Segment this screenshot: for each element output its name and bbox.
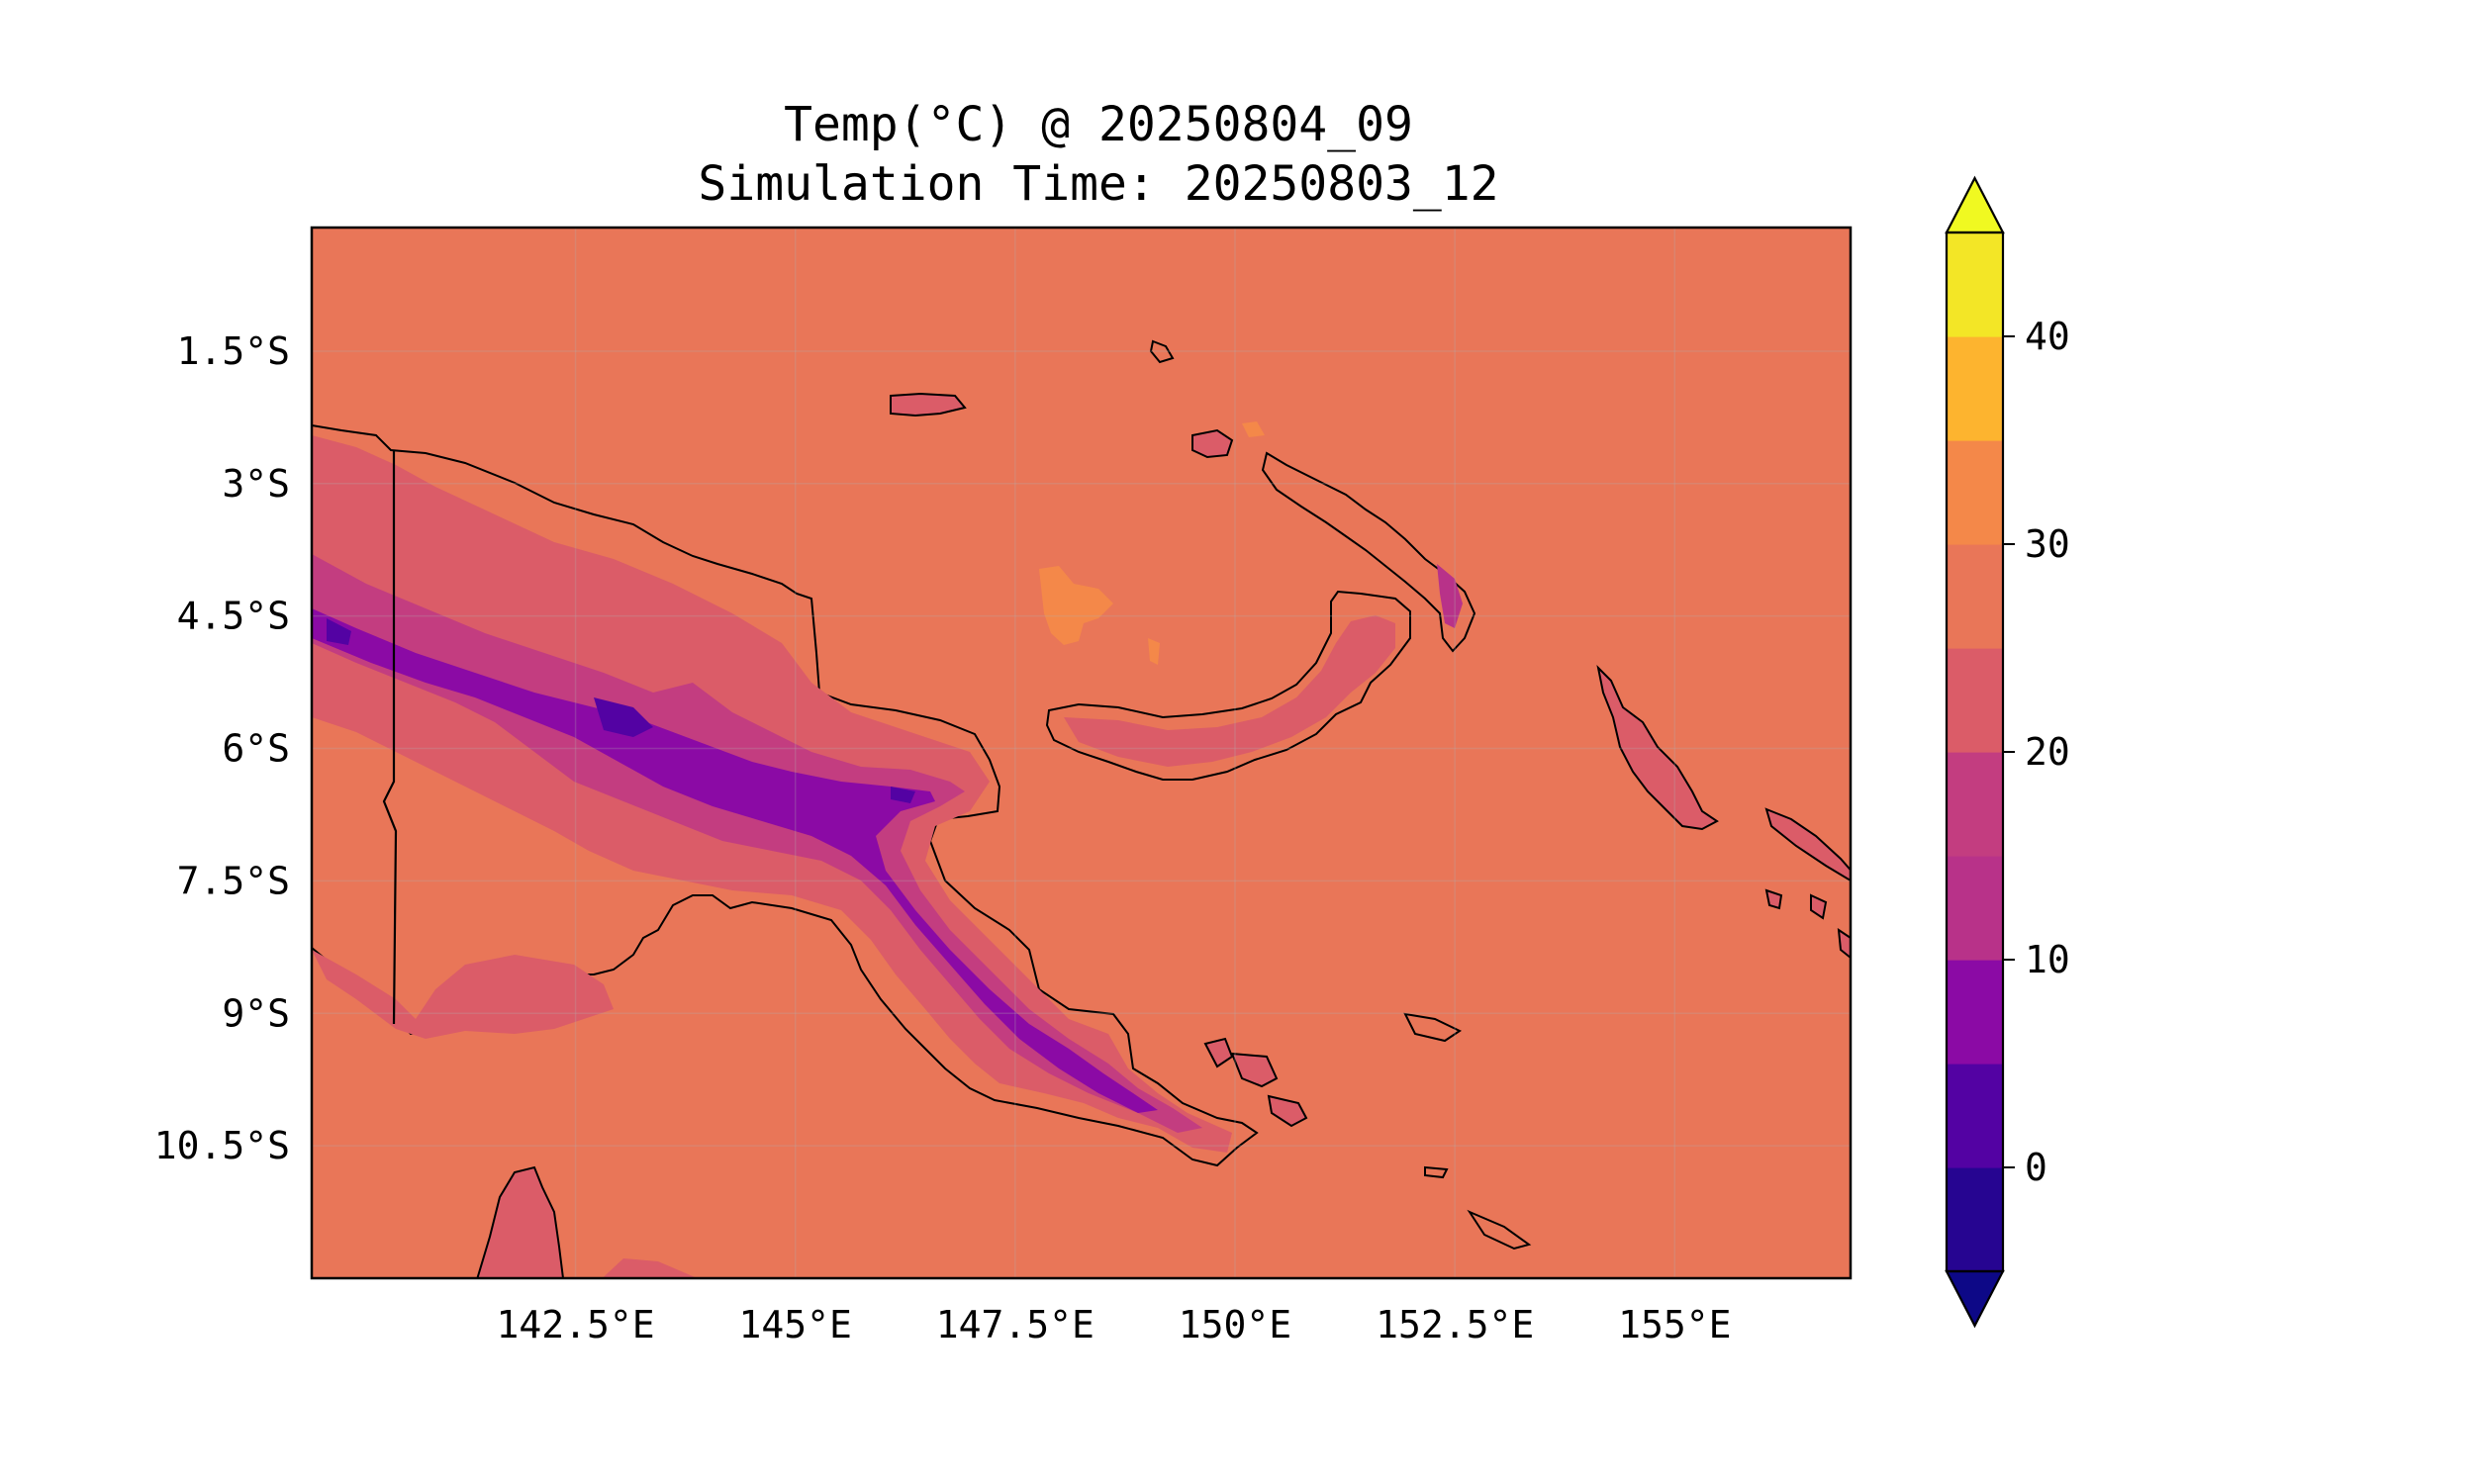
new-britain-contour	[1064, 615, 1395, 767]
warm-sea-anomaly	[1039, 421, 1265, 665]
dentrecasteaux-islands	[1203, 1037, 1308, 1128]
lon-tick-label: 145°E	[739, 1303, 852, 1346]
colorbar-band	[1947, 1064, 2003, 1168]
lon-tick-label: 142.5°E	[496, 1303, 654, 1346]
map-subtitle: Simulation Time: 20250803_12	[698, 156, 1499, 212]
lon-tick-label: 150°E	[1179, 1303, 1291, 1346]
colorbar-under-triangle	[1945, 1269, 2005, 1329]
colorbar-over-triangle	[1945, 175, 2005, 234]
colorbar-tick-label: 0	[2025, 1146, 2047, 1189]
santa-isabel-island	[1764, 888, 1851, 960]
colorbar-band	[1947, 960, 2003, 1065]
manus-island	[1191, 428, 1234, 459]
lat-tick-label: 10.5°S	[154, 1124, 290, 1167]
lat-tick-label: 4.5°S	[177, 595, 290, 638]
longitude-tick-labels: 142.5°E 145°E 147.5°E 150°E 152.5°E 155°E	[496, 1303, 1731, 1346]
indonesia-png-border	[382, 450, 398, 1025]
lat-tick-label: 1.5°S	[177, 329, 290, 373]
lon-tick-label: 147.5°E	[936, 1303, 1094, 1346]
map-title: Temp(°C) @ 20250804_09	[784, 97, 1413, 152]
lon-tick-label: 152.5°E	[1376, 1303, 1534, 1346]
western-islands	[890, 392, 967, 417]
cape-york-peninsula	[476, 1165, 565, 1278]
map-frame	[310, 226, 1853, 1280]
new-ireland-contour	[1437, 564, 1463, 628]
louisiade-islands	[1403, 1012, 1532, 1251]
small-island-1	[1149, 339, 1175, 364]
bougainville-island	[1596, 664, 1719, 831]
colorbar-band	[1947, 1167, 2003, 1272]
colorbar-tick-label: 40	[2025, 315, 2070, 358]
contour-band-5-10	[327, 618, 915, 803]
colorbar-band	[1947, 752, 2003, 857]
colorbar-tick-label: 20	[2025, 730, 2070, 774]
map-area	[312, 228, 1851, 1278]
colorbar-tick-label: 30	[2025, 522, 2070, 566]
choiseul-island	[1764, 807, 1851, 882]
lon-tick-label: 155°E	[1618, 1303, 1731, 1346]
lat-tick-label: 7.5°S	[177, 859, 290, 902]
lat-tick-label: 6°S	[222, 727, 290, 771]
colorbar: 0 10 20 30 40	[1945, 175, 2070, 1329]
contour-band-10-15	[312, 608, 1158, 1113]
new-ireland-island	[1261, 451, 1476, 653]
cape-york-contour	[602, 1258, 697, 1278]
colorbar-band	[1947, 232, 2003, 337]
lat-tick-label: 9°S	[222, 991, 290, 1035]
colorbar-band	[1947, 648, 2003, 753]
colorbar-tick-label: 10	[2025, 938, 2070, 981]
colorbar-band	[1947, 440, 2003, 545]
highland-contours	[312, 435, 1232, 1153]
southwest-lowland-contour	[312, 950, 614, 1039]
colorbar-band	[1947, 336, 2003, 441]
gridlines	[312, 228, 1851, 1278]
colorbar-band	[1947, 544, 2003, 649]
colorbar-band	[1947, 856, 2003, 961]
lat-tick-label: 3°S	[222, 462, 290, 506]
latitude-tick-labels: 1.5°S 3°S 4.5°S 6°S 7.5°S 9°S 10.5°S	[154, 329, 290, 1167]
